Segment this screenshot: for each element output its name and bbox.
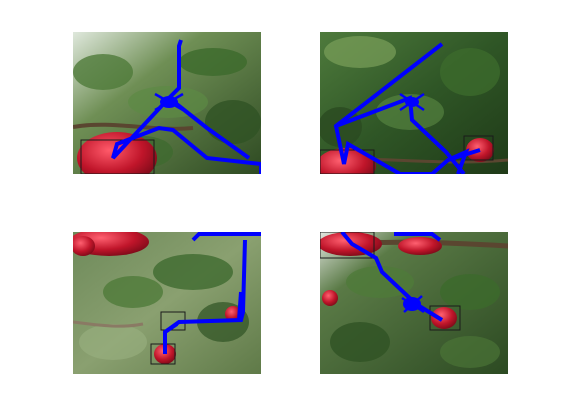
trajectory-path	[394, 232, 442, 242]
leaf	[205, 100, 261, 144]
leaf	[440, 48, 500, 96]
trajectory-path	[163, 239, 247, 354]
leaf	[320, 107, 362, 147]
trajectory-path-branch	[163, 322, 179, 334]
apple-tree-scene	[320, 32, 508, 174]
image-panel-bottom-left	[73, 232, 261, 374]
detection-bounding-box	[320, 232, 375, 259]
leaf	[179, 48, 247, 76]
apple-fruit	[225, 306, 241, 322]
detection-bounding-box	[463, 135, 494, 161]
branch	[73, 320, 144, 328]
trajectory-path-branch	[447, 148, 470, 174]
leaf	[103, 276, 163, 308]
trajectory-path	[340, 232, 444, 322]
apple-fruit	[73, 236, 95, 256]
apple-tree-scene	[320, 232, 508, 374]
apple-fruit	[320, 148, 376, 174]
image-panel-bottom-right	[320, 232, 508, 374]
leaf	[440, 336, 500, 368]
apple-fruit	[398, 237, 442, 255]
image-panel-top-right	[320, 32, 508, 174]
detection-bounding-box	[80, 139, 155, 174]
leaf	[79, 324, 147, 360]
leaf	[330, 322, 390, 362]
image-panel-top-left	[73, 32, 261, 174]
detection-bounding-box	[429, 305, 461, 331]
apple-tree-scene	[73, 232, 261, 374]
apple-fruit	[431, 307, 457, 329]
leaf	[324, 36, 396, 68]
arm-marker-icon	[154, 92, 184, 112]
trajectory-path	[333, 42, 481, 174]
trajectory-path	[191, 232, 261, 242]
branch	[73, 122, 194, 131]
apple-fruit	[322, 290, 338, 306]
trajectory-path-branch	[237, 291, 243, 321]
apple-tree-scene	[73, 32, 261, 174]
leaf	[73, 54, 133, 90]
arm-marker-icon	[401, 295, 425, 314]
trajectory-path	[111, 39, 261, 174]
arm-marker-icon	[399, 92, 425, 112]
leaf	[346, 266, 414, 298]
leaf	[153, 254, 233, 290]
leaf	[440, 274, 500, 310]
